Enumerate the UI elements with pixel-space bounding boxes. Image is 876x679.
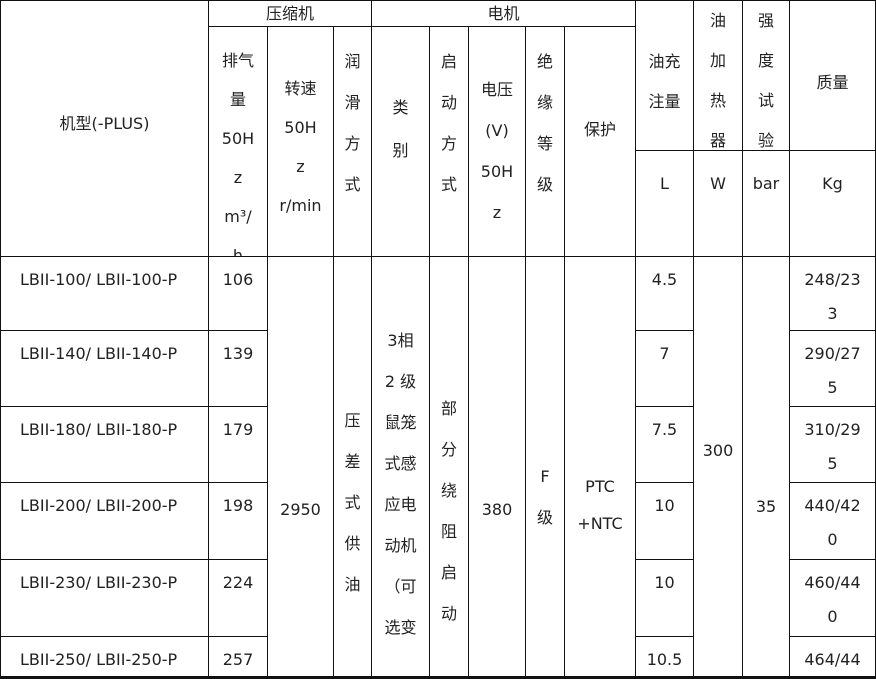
row-displacement: 224	[208, 559, 268, 637]
unit-strength-test: bar	[742, 150, 790, 257]
row-model: LBII-200/ LBII-200-P	[0, 482, 209, 560]
row-displacement: 179	[208, 406, 268, 483]
row-model: LBII-230/ LBII-230-P	[0, 559, 209, 637]
row-mass: 440/42 0	[789, 482, 876, 560]
header-start-method: 启 动 方 式	[429, 26, 469, 257]
lubrication-value: 压 差 式 供 油	[333, 256, 372, 678]
row-mass: 460/44 0	[789, 559, 876, 637]
speed-value: 2950	[267, 256, 334, 678]
row-model: LBII-140/ LBII-140-P	[0, 330, 209, 407]
row-oil-charge: 10.5	[635, 636, 694, 678]
row-oil-charge: 10	[635, 482, 694, 560]
unit-mass: Kg	[789, 150, 876, 257]
insulation-value: F 级	[525, 256, 565, 678]
row-oil-charge: 7	[635, 330, 694, 407]
row-displacement: 198	[208, 482, 268, 560]
header-lubrication: 润 滑 方 式	[333, 26, 372, 257]
header-group-motor: 电机	[371, 0, 636, 27]
start-method-value: 部 分 绕 阻 启 动	[429, 256, 469, 678]
row-oil-charge: 10	[635, 559, 694, 637]
row-model: LBII-180/ LBII-180-P	[0, 406, 209, 483]
row-displacement: 106	[208, 256, 268, 331]
strength-test-value: 35	[742, 256, 790, 678]
row-model: LBII-100/ LBII-100-P	[0, 256, 209, 331]
row-displacement: 139	[208, 330, 268, 407]
row-oil-charge: 7.5	[635, 406, 694, 483]
motor-type-value: 3相 2 级 鼠笼 式感 应电 动机 （可 选变	[371, 256, 430, 678]
row-mass: 464/44	[789, 636, 876, 678]
unit-oil-charge: L	[635, 150, 694, 257]
row-displacement: 257	[208, 636, 268, 678]
row-oil-charge: 4.5	[635, 256, 694, 331]
row-model: LBII-250/ LBII-250-P	[0, 636, 209, 678]
header-group-compressor: 压缩机	[208, 0, 372, 27]
header-displacement: 排气 量 50H z m³/ h	[208, 26, 268, 257]
voltage-value: 380	[468, 256, 526, 678]
header-motor-type: 类 别	[371, 26, 430, 257]
protection-value: PTC +NTC	[564, 256, 636, 678]
header-model: 机型(-PLUS)	[0, 0, 209, 257]
header-voltage: 电压 (V) 50H z	[468, 26, 526, 257]
header-strength-test: 强 度 试 验	[742, 0, 790, 151]
header-speed: 转速 50H z r/min	[267, 26, 334, 257]
row-mass: 248/23 3	[789, 256, 876, 331]
oil-heater-value: 300	[693, 256, 743, 678]
header-protection: 保护	[564, 26, 636, 257]
header-oil-heater: 油 加 热 器	[693, 0, 743, 151]
row-mass: 290/27 5	[789, 330, 876, 407]
header-oil-charge: 油充 注量	[635, 0, 694, 151]
header-insulation: 绝 缘 等 级	[525, 26, 565, 257]
unit-oil-heater: W	[693, 150, 743, 257]
header-mass: 质量	[789, 0, 876, 151]
row-mass: 310/29 5	[789, 406, 876, 483]
table-bottom-border	[0, 676, 876, 679]
